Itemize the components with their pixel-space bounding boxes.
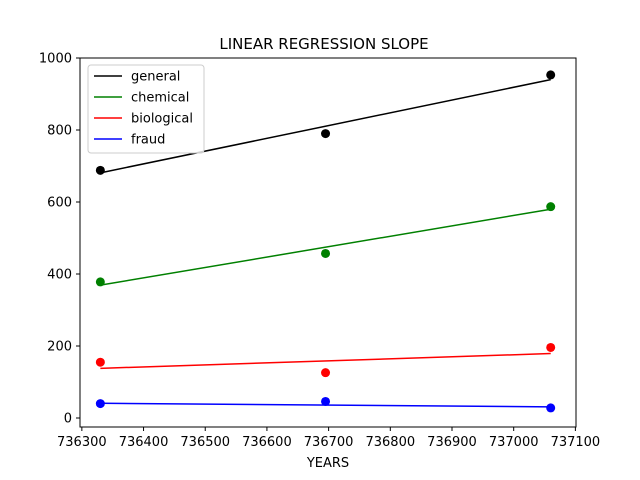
chart-title: LINEAR REGRESSION SLOPE bbox=[219, 35, 428, 53]
data-point-general-2 bbox=[546, 70, 556, 80]
axis-ticks: 736300 736400 736500 736600 736700 736800 7369… bbox=[39, 52, 600, 451]
x-tick-label: 736500 bbox=[180, 435, 230, 450]
y-tick-label: 800 bbox=[47, 124, 72, 139]
data-point-chemical-2 bbox=[546, 202, 556, 212]
data-point-general-0 bbox=[95, 165, 105, 175]
x-axis-label: YEARS bbox=[306, 456, 349, 471]
data-point-fraud-1 bbox=[321, 396, 331, 406]
fit-line-biological bbox=[100, 352, 551, 370]
legend-label-biological: biological bbox=[131, 112, 193, 127]
legend-box bbox=[87, 64, 205, 154]
x-tick-label: 736600 bbox=[242, 435, 292, 450]
y-tick-label: 600 bbox=[47, 196, 72, 211]
fit-line-chemical bbox=[100, 208, 551, 286]
x-tick-label: 736700 bbox=[304, 435, 354, 450]
data-point-biological-1 bbox=[321, 368, 331, 378]
y-tick-label: 400 bbox=[47, 268, 72, 283]
x-tick-label: 736800 bbox=[365, 435, 415, 450]
x-tick-label: 736300 bbox=[57, 435, 107, 450]
y-tick-label: 200 bbox=[47, 340, 72, 355]
legend-label-chemical: chemical bbox=[131, 91, 189, 106]
data-point-fraud-2 bbox=[546, 403, 556, 413]
legend-label-general: general bbox=[131, 70, 180, 85]
data-point-chemical-1 bbox=[321, 248, 331, 258]
legend: general chemical biological fraud bbox=[87, 64, 205, 154]
x-tick-label: 737100 bbox=[551, 435, 601, 450]
data-point-chemical-0 bbox=[95, 277, 105, 287]
data-point-biological-0 bbox=[95, 357, 105, 367]
plot-area bbox=[95, 70, 556, 413]
data-point-fraud-0 bbox=[95, 399, 105, 409]
legend-label-fraud: fraud bbox=[131, 133, 165, 148]
data-point-general-1 bbox=[321, 129, 331, 139]
data-point-biological-2 bbox=[546, 342, 556, 352]
fit-line-general bbox=[100, 78, 551, 174]
x-tick-label: 736400 bbox=[119, 435, 169, 450]
y-tick-label: 0 bbox=[64, 412, 72, 427]
x-tick-label: 737000 bbox=[489, 435, 539, 450]
y-tick-label: 1000 bbox=[39, 52, 72, 67]
x-tick-label: 736900 bbox=[427, 435, 477, 450]
axes-frame bbox=[79, 57, 577, 428]
